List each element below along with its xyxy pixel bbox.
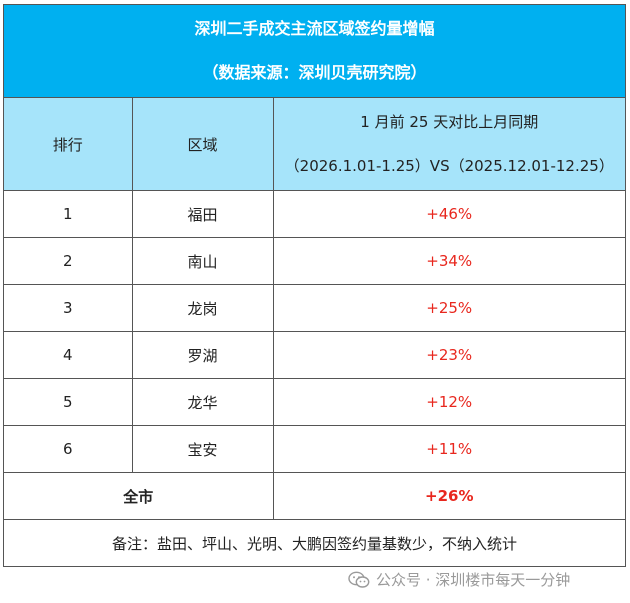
region-cell: 龙岗 [131, 284, 274, 332]
table-row: 1 福田 +46% [4, 190, 625, 238]
region-cell: 宝安 [131, 425, 274, 473]
change-cell: +11% [272, 425, 625, 473]
table-header-row: 排行 区域 1 月前 25 天对比上月同期 （2026.1.01-1.25）VS… [4, 98, 625, 191]
region-cell: 罗湖 [131, 331, 274, 379]
table-row: 2 南山 +34% [4, 237, 625, 285]
total-row: 全市 +26% [4, 472, 625, 520]
note-row: 备注：盐田、坪山、光明、大鹏因签约量基数少，不纳入统计 [4, 519, 625, 566]
total-change: +26% [272, 472, 625, 520]
table-row: 5 龙华 +12% [4, 378, 625, 426]
table-row: 3 龙岗 +25% [4, 284, 625, 332]
note-text: 备注：盐田、坪山、光明、大鹏因签约量基数少，不纳入统计 [4, 519, 625, 566]
region-cell: 龙华 [131, 378, 274, 426]
header-compare: 1 月前 25 天对比上月同期 （2026.1.01-1.25）VS（2025.… [272, 98, 625, 191]
rank-cell: 6 [4, 425, 133, 473]
rank-cell: 3 [4, 284, 133, 332]
rank-cell: 4 [4, 331, 133, 379]
change-cell: +12% [272, 378, 625, 426]
rank-cell: 2 [4, 237, 133, 285]
header-compare-dates: （2026.1.01-1.25）VS（2025.12.01-12.25） [284, 157, 614, 175]
growth-table: 排行 区域 1 月前 25 天对比上月同期 （2026.1.01-1.25）VS… [4, 98, 625, 566]
header-region: 区域 [131, 98, 274, 191]
change-cell: +25% [272, 284, 625, 332]
rank-cell: 5 [4, 378, 133, 426]
table-title-block: 深圳二手成交主流区域签约量增幅 （数据来源：深圳贝壳研究院） [4, 5, 625, 98]
data-source: （数据来源：深圳贝壳研究院） [202, 63, 427, 82]
change-cell: +34% [272, 237, 625, 285]
watermark: 公众号 · 深圳楼市每天一分钟 [348, 569, 570, 590]
region-cell: 福田 [131, 190, 274, 238]
change-cell: +23% [272, 331, 625, 379]
wechat-icon [348, 571, 370, 588]
watermark-text: 公众号 · 深圳楼市每天一分钟 [376, 571, 571, 589]
total-label: 全市 [4, 472, 274, 520]
region-cell: 南山 [131, 237, 274, 285]
table-row: 6 宝安 +11% [4, 425, 625, 473]
rank-cell: 1 [4, 190, 133, 238]
stats-table-sheet: 深圳二手成交主流区域签约量增幅 （数据来源：深圳贝壳研究院） 排行 区域 1 月… [3, 4, 626, 567]
header-rank: 排行 [4, 98, 133, 191]
change-cell: +46% [272, 190, 625, 238]
table-title: 深圳二手成交主流区域签约量增幅 [194, 19, 435, 38]
table-row: 4 罗湖 +23% [4, 331, 625, 379]
header-compare-period: 1 月前 25 天对比上月同期 [360, 113, 539, 131]
